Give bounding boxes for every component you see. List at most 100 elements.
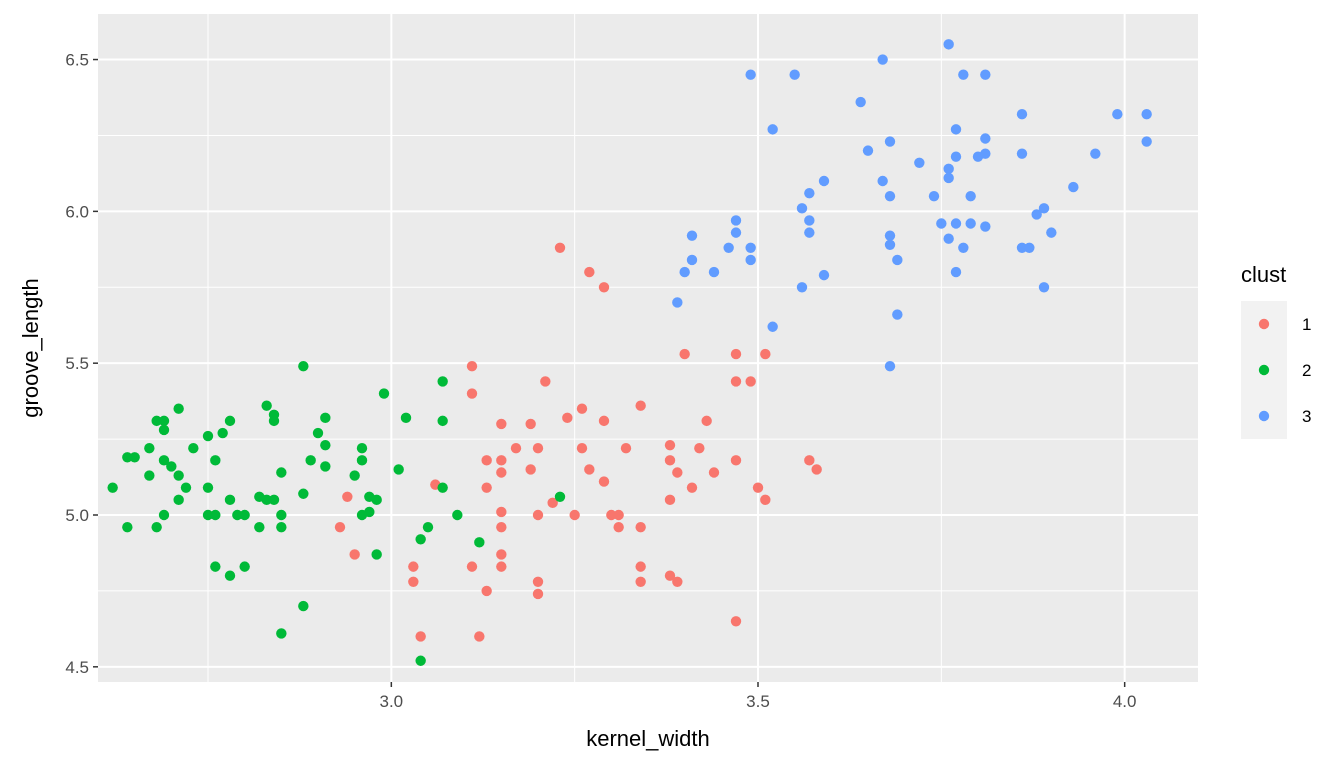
data-point-cluster-3 (804, 215, 815, 226)
data-point-cluster-2 (298, 600, 309, 612)
data-point-cluster-1 (496, 521, 507, 533)
legend-key-1 (1258, 318, 1270, 330)
data-point-cluster-1 (745, 376, 756, 387)
data-points (107, 39, 1152, 666)
data-point-cluster-3 (767, 321, 778, 332)
data-point-cluster-2 (276, 628, 287, 639)
data-point-cluster-1 (686, 482, 698, 493)
data-point-cluster-2 (371, 494, 382, 506)
data-point-cluster-1 (342, 491, 353, 502)
data-point-cluster-1 (525, 418, 536, 430)
data-point-cluster-3 (892, 309, 903, 320)
data-point-cluster-1 (672, 467, 683, 478)
data-point-cluster-1 (664, 439, 676, 451)
data-point-cluster-2 (276, 509, 287, 521)
data-point-cluster-2 (188, 443, 199, 454)
data-point-cluster-3 (708, 266, 720, 278)
y-tick-label: 6.5 (65, 51, 89, 70)
data-point-cluster-1 (804, 455, 815, 466)
data-point-cluster-2 (173, 470, 184, 481)
data-point-cluster-2 (158, 424, 170, 436)
data-point-cluster-3 (914, 157, 925, 168)
data-point-cluster-3 (877, 175, 888, 187)
data-point-cluster-1 (466, 388, 478, 399)
data-point-cluster-2 (239, 509, 250, 521)
data-point-cluster-3 (862, 145, 874, 156)
data-point-cluster-3 (980, 69, 991, 80)
data-point-cluster-1 (598, 476, 610, 487)
data-point-cluster-2 (437, 482, 448, 493)
data-point-cluster-3 (892, 254, 903, 266)
data-point-cluster-3 (980, 148, 991, 159)
legend: clust 1 2 3 (1241, 262, 1311, 439)
data-point-cluster-3 (958, 69, 969, 80)
data-point-cluster-3 (672, 297, 683, 308)
data-point-cluster-2 (158, 509, 170, 521)
data-point-cluster-2 (202, 509, 214, 521)
data-point-cluster-1 (584, 464, 595, 475)
data-point-cluster-1 (576, 403, 588, 414)
data-point-cluster-3 (818, 175, 830, 187)
data-point-cluster-3 (1016, 109, 1028, 120)
data-point-cluster-2 (210, 561, 221, 572)
data-point-cluster-3 (818, 269, 830, 281)
data-point-cluster-1 (664, 570, 676, 581)
data-point-cluster-1 (606, 509, 617, 521)
legend-title: clust (1241, 262, 1286, 287)
data-point-cluster-3 (943, 172, 954, 184)
data-point-cluster-3 (884, 136, 896, 147)
data-point-cluster-3 (804, 187, 815, 199)
data-point-cluster-2 (107, 482, 118, 493)
data-point-cluster-1 (554, 242, 566, 253)
data-point-cluster-3 (1046, 227, 1057, 238)
data-point-cluster-2 (217, 427, 228, 439)
data-point-cluster-1 (730, 348, 742, 360)
data-point-cluster-3 (789, 69, 800, 80)
data-point-cluster-2 (298, 488, 309, 499)
data-point-cluster-2 (122, 452, 133, 463)
legend-label-2: 2 (1302, 361, 1311, 380)
data-point-cluster-1 (672, 576, 683, 587)
data-point-cluster-3 (1141, 109, 1152, 120)
data-point-cluster-1 (496, 561, 507, 572)
data-point-cluster-1 (708, 467, 720, 478)
data-point-cluster-3 (943, 39, 954, 50)
data-point-cluster-1 (635, 576, 646, 587)
data-point-cluster-2 (312, 427, 324, 439)
data-point-cluster-3 (965, 190, 976, 202)
data-point-cluster-3 (884, 190, 896, 202)
data-point-cluster-1 (532, 576, 544, 587)
data-point-cluster-2 (254, 521, 265, 533)
data-point-cluster-3 (679, 266, 690, 278)
data-point-cluster-2 (144, 443, 155, 454)
data-point-cluster-1 (584, 266, 595, 278)
data-point-cluster-2 (122, 521, 133, 533)
data-point-cluster-2 (166, 461, 177, 472)
data-point-cluster-1 (496, 549, 507, 560)
data-point-cluster-2 (298, 361, 309, 372)
data-point-cluster-1 (694, 443, 705, 454)
data-point-cluster-2 (151, 415, 162, 427)
data-point-cluster-3 (1016, 242, 1028, 253)
panel-background (98, 14, 1198, 682)
data-point-cluster-3 (1090, 148, 1101, 159)
data-point-cluster-1 (760, 348, 771, 360)
data-point-cluster-1 (532, 509, 544, 521)
data-point-cluster-3 (686, 230, 698, 241)
data-point-cluster-3 (980, 221, 991, 232)
data-point-cluster-3 (730, 215, 742, 226)
data-point-cluster-2 (224, 494, 236, 506)
data-point-cluster-1 (547, 497, 558, 509)
data-point-cluster-2 (400, 412, 412, 424)
y-tick-label: 5.5 (65, 354, 89, 373)
data-point-cluster-1 (635, 521, 646, 533)
data-point-cluster-2 (320, 412, 331, 424)
data-point-cluster-2 (371, 549, 382, 560)
data-point-cluster-3 (943, 233, 954, 244)
data-point-cluster-2 (202, 430, 214, 442)
data-point-cluster-3 (796, 282, 808, 293)
data-point-cluster-2 (452, 509, 463, 521)
data-point-cluster-3 (928, 190, 940, 202)
data-point-cluster-2 (437, 415, 448, 427)
data-point-cluster-1 (474, 631, 485, 642)
